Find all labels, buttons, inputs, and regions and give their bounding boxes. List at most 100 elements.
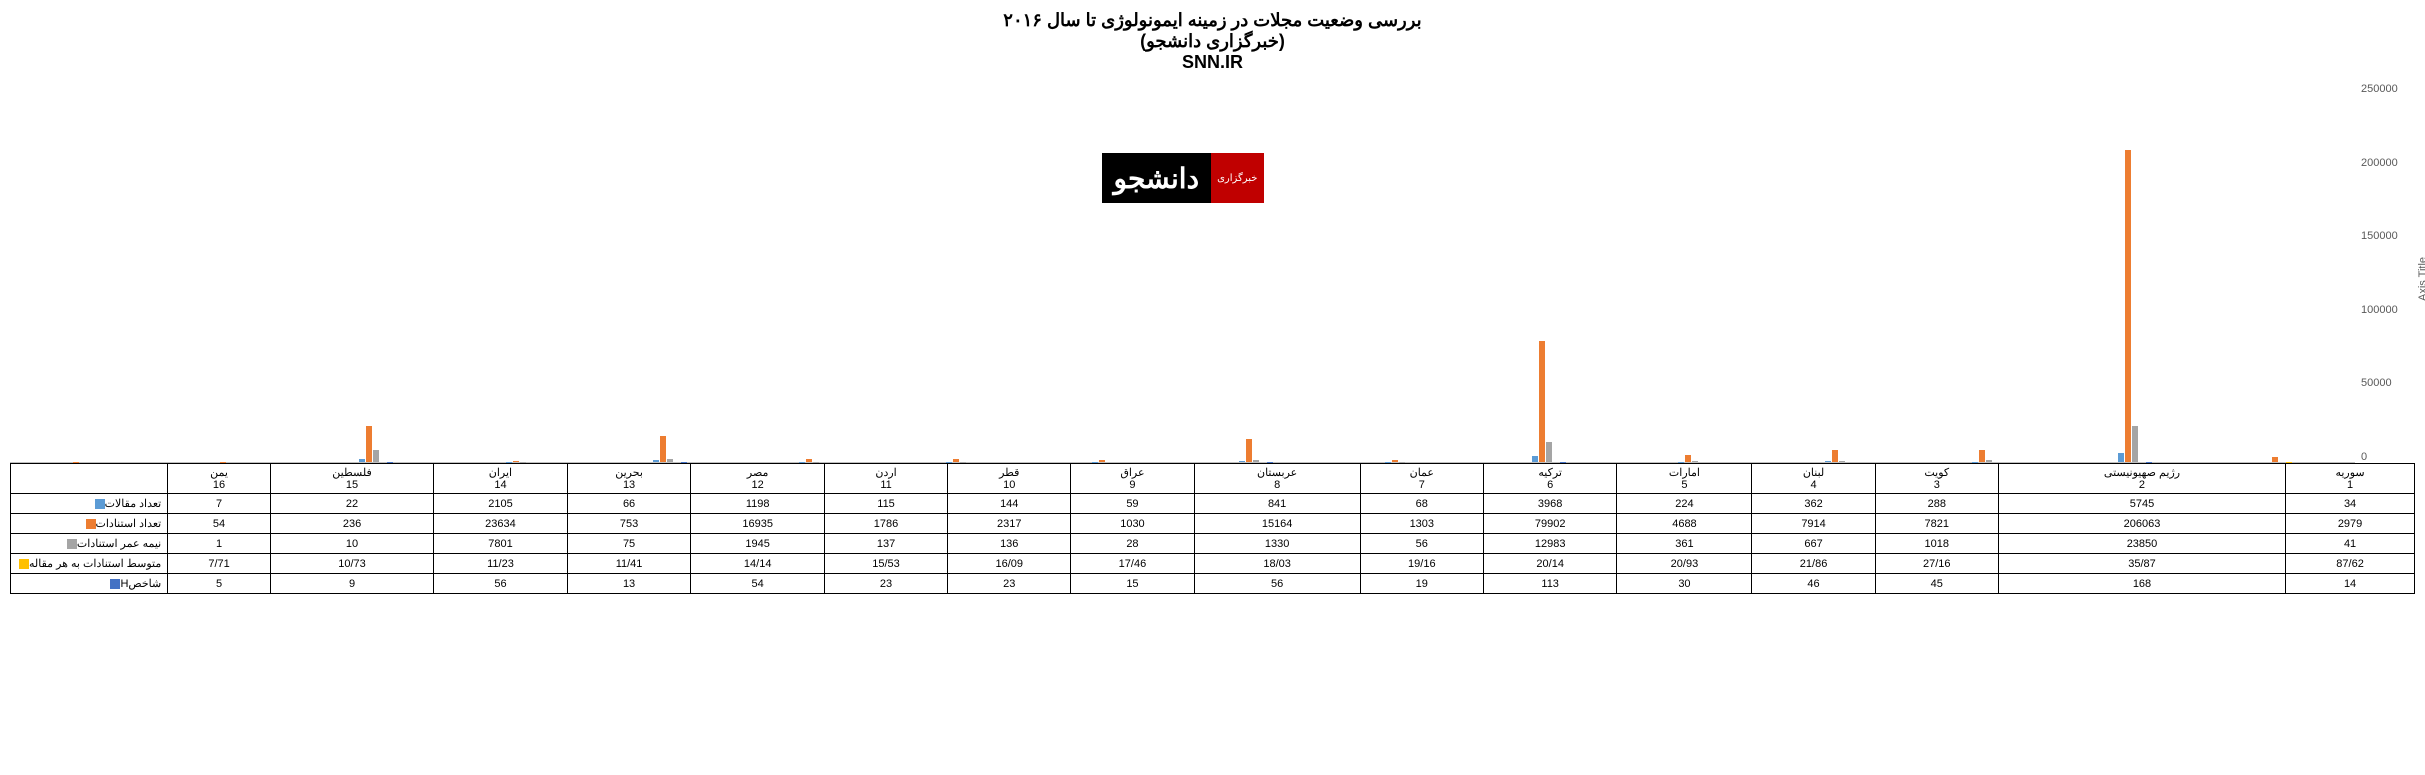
bar-s1 [1825, 461, 1831, 462]
data-cell: 2317 [948, 514, 1071, 534]
bar-s3 [2132, 426, 2138, 462]
bar-s2 [1099, 460, 1105, 462]
data-cell: 20/93 [1617, 554, 1752, 574]
country-column [2062, 83, 2209, 462]
data-cell: 56 [1360, 534, 1483, 554]
country-column [1036, 83, 1183, 462]
data-cell: 1945 [691, 534, 825, 554]
series-label: تعداد مقالات [11, 494, 168, 514]
country-column [1769, 83, 1916, 462]
country-column [596, 83, 743, 462]
data-cell: 667 [1752, 534, 1875, 554]
data-cell: 4688 [1617, 514, 1752, 534]
title-line-3: SNN.IR [10, 52, 2415, 73]
country-column [157, 83, 304, 462]
bar-s2 [366, 426, 372, 462]
logo-red-text: خبرگزاری [1211, 153, 1263, 203]
data-cell: 15 [1071, 574, 1194, 594]
data-cell: 27/16 [1875, 554, 1998, 574]
bar-s1 [1532, 456, 1538, 462]
data-cell: 1030 [1071, 514, 1194, 534]
series-label: نیمه عمر استنادات [11, 534, 168, 554]
bar-s3 [1253, 460, 1259, 462]
country-column [1476, 83, 1623, 462]
y-tick: 150000 [2361, 230, 2398, 242]
table-corner [11, 464, 168, 494]
data-cell: 1 [168, 534, 271, 554]
y-axis-title: Axis Title [2417, 257, 2425, 301]
bar-s2 [1832, 450, 1838, 462]
country-column [2208, 83, 2355, 462]
data-cell: 288 [1875, 494, 1998, 514]
bar-s2 [953, 459, 959, 463]
bar-s1 [1239, 461, 1245, 462]
country-header: قطر10 [948, 464, 1071, 494]
data-cell: 11/41 [567, 554, 691, 574]
data-cell: 168 [1998, 574, 2285, 594]
data-cell: 15/53 [824, 554, 947, 574]
country-header: عربستان8 [1194, 464, 1360, 494]
bar-s3 [1986, 460, 1992, 462]
data-cell: 23634 [434, 514, 568, 534]
data-cell: 23 [824, 574, 947, 594]
data-cell: 10 [270, 534, 433, 554]
country-header: فلسطین15 [270, 464, 433, 494]
country-header: عراق9 [1071, 464, 1194, 494]
data-cell: 14/14 [691, 554, 825, 574]
country-header: امارات5 [1617, 464, 1752, 494]
data-cell: 59 [1071, 494, 1194, 514]
bar-s2 [1246, 439, 1252, 462]
bar-s2 [1539, 341, 1545, 462]
data-cell: 206063 [1998, 514, 2285, 534]
bar-s2 [2272, 457, 2278, 462]
data-cell: 18/03 [1194, 554, 1360, 574]
bar-s3 [1839, 461, 1845, 462]
country-column [1329, 83, 1476, 462]
country-header: اردن11 [824, 464, 947, 494]
bar-s2 [2125, 150, 2131, 462]
data-cell: 17/46 [1071, 554, 1194, 574]
data-cell: 35/87 [1998, 554, 2285, 574]
data-cell: 136 [948, 534, 1071, 554]
country-column [743, 83, 890, 462]
data-cell: 20/14 [1483, 554, 1617, 574]
data-table: یمن16فلسطین15ایران14بحرین13مصر12اردن11قط… [10, 463, 2415, 594]
country-column [1622, 83, 1769, 462]
data-cell: 21/86 [1752, 554, 1875, 574]
bar-s3 [1692, 461, 1698, 462]
data-cell: 30 [1617, 574, 1752, 594]
data-cell: 10/73 [270, 554, 433, 574]
data-cell: 34 [2286, 494, 2415, 514]
data-cell: 1018 [1875, 534, 1998, 554]
data-cell: 9 [270, 574, 433, 594]
data-cell: 7914 [1752, 514, 1875, 534]
data-cell: 45 [1875, 574, 1998, 594]
data-cell: 56 [434, 574, 568, 594]
data-cell: 54 [691, 574, 825, 594]
data-cell: 1786 [824, 514, 947, 534]
data-cell: 79902 [1483, 514, 1617, 534]
data-cell: 68 [1360, 494, 1483, 514]
bar-s2 [513, 461, 519, 462]
bar-s2 [806, 459, 812, 462]
country-header: بحرین13 [567, 464, 691, 494]
data-cell: 56 [1194, 574, 1360, 594]
country-column [450, 83, 597, 462]
data-cell: 7801 [434, 534, 568, 554]
data-cell: 753 [567, 514, 691, 534]
chart-area: دانشجو خبرگزاری Axis Title 2500002000001… [10, 83, 2415, 463]
country-header: عمان7 [1360, 464, 1483, 494]
bar-s3 [1546, 442, 1552, 462]
country-header: کویت3 [1875, 464, 1998, 494]
title-line-1: بررسی وضعیت مجلات در زمینه ایمونولوژی تا… [10, 10, 2415, 31]
country-column [303, 83, 450, 462]
data-cell: 236 [270, 514, 433, 534]
bar-s1 [359, 459, 365, 462]
data-cell: 7821 [1875, 514, 1998, 534]
data-cell: 1303 [1360, 514, 1483, 534]
data-cell: 23850 [1998, 534, 2285, 554]
country-header: لبنان4 [1752, 464, 1875, 494]
data-cell: 362 [1752, 494, 1875, 514]
y-axis: Axis Title 25000020000015000010000050000… [2355, 83, 2415, 463]
data-cell: 16/09 [948, 554, 1071, 574]
